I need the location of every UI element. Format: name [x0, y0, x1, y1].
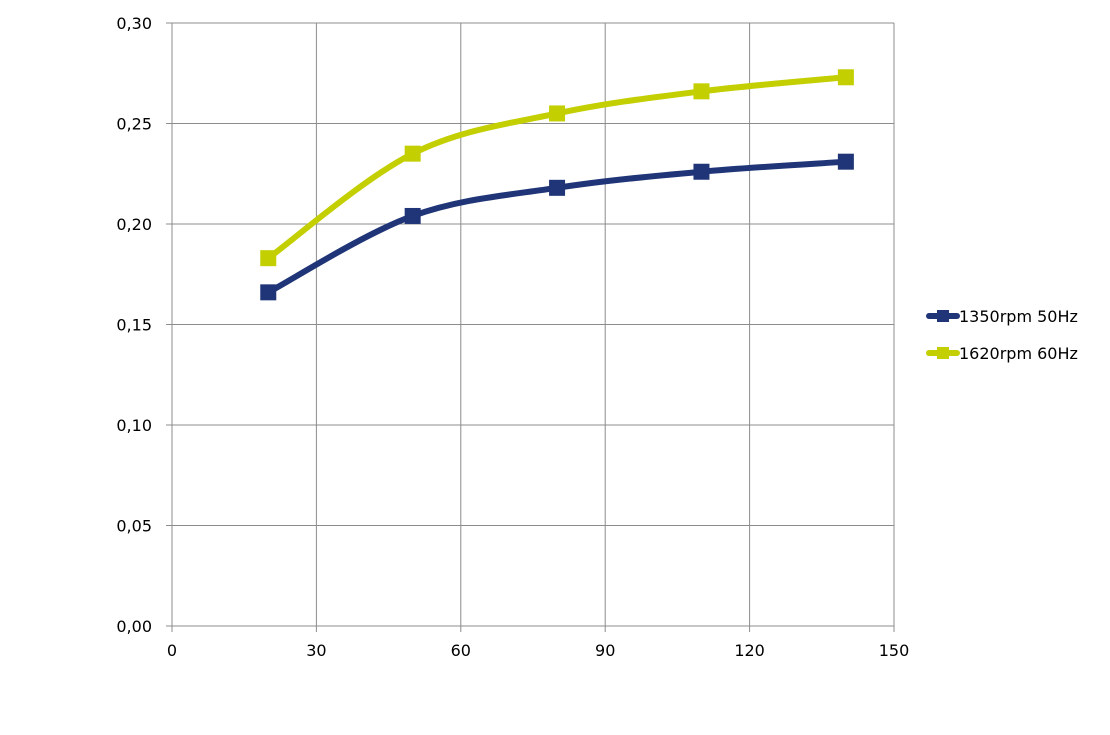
data-point — [837, 153, 854, 170]
x-tick-label: 30 — [306, 641, 326, 660]
x-tick-label: 60 — [451, 641, 471, 660]
data-point — [404, 145, 421, 162]
x-tick-label: 120 — [734, 641, 765, 660]
legend-label-1: 1350rpm 50Hz — [959, 307, 1078, 326]
grid — [166, 22, 895, 632]
data-point — [693, 163, 710, 180]
series-area — [260, 69, 854, 301]
y-tick-label: 0,10 — [116, 416, 152, 435]
y-tick-label: 0,25 — [116, 115, 152, 134]
axes: 0,00 0,05 0,10 0,15 0,20 0,25 0,30 0 30 60 90 120 15… — [116, 14, 909, 660]
data-point — [260, 250, 277, 267]
data-point — [260, 284, 277, 301]
data-point — [549, 105, 566, 122]
y-tick-label: 0,00 — [116, 617, 152, 636]
legend-marker-1 — [937, 310, 949, 322]
x-tick-label: 0 — [167, 641, 177, 660]
y-tick-label: 0,15 — [116, 316, 152, 335]
data-point — [404, 207, 421, 224]
y-tick-label: 0,05 — [116, 517, 152, 536]
data-point — [837, 69, 854, 86]
x-tick-label: 90 — [595, 641, 615, 660]
legend-label-2: 1620rpm 60Hz — [959, 344, 1078, 363]
y-tick-label: 0,30 — [116, 14, 152, 33]
data-point — [693, 83, 710, 100]
x-tick-label: 150 — [879, 641, 910, 660]
legend-marker-2 — [937, 347, 949, 359]
data-point — [549, 179, 566, 196]
y-tick-label: 0,20 — [116, 215, 152, 234]
legend: 1350rpm 50Hz 1620rpm 60Hz — [926, 307, 1078, 363]
